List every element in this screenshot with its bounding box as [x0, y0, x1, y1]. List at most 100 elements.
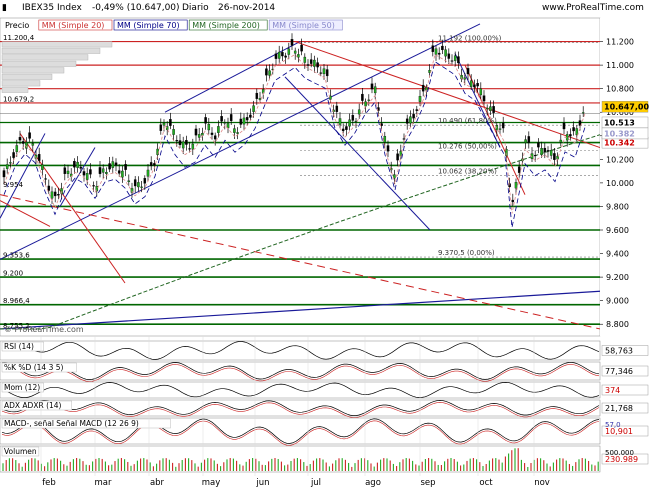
candle-body [130, 188, 134, 193]
candle-body [249, 114, 252, 118]
candle-body [44, 178, 47, 180]
candle-body [335, 105, 339, 112]
candle-body [5, 164, 9, 169]
month-label: may [202, 478, 221, 488]
level-label: 11.200,4 [3, 34, 35, 42]
candle-body [460, 75, 463, 80]
candle-body [9, 162, 12, 164]
candle-body [194, 128, 198, 136]
brand-label: www.ProRealTime.com [542, 3, 644, 13]
trendline [454, 53, 501, 148]
indicator-title-box [1, 446, 40, 457]
candle-body [213, 135, 217, 140]
candle-body [517, 166, 521, 173]
price-tag [601, 127, 649, 140]
candle-body [210, 132, 214, 135]
indicator-signal-line [1, 364, 600, 382]
ibex35-chart[interactable]: Precio MM (Simple 20) MM (Simple 70) MM (Si… [0, 17, 650, 490]
level-label: 9.954 [3, 181, 24, 189]
candle-body [501, 122, 505, 129]
candle-body [357, 109, 361, 115]
candle-body [313, 59, 316, 67]
ma200-line [0, 134, 601, 330]
label-box [1, 54, 89, 61]
indicator-value: 230.989 [605, 455, 638, 464]
candle-body [287, 48, 291, 55]
indicator-line [1, 418, 600, 444]
candle-body [220, 116, 223, 122]
candle-body [255, 92, 259, 99]
indicator-value-tag [601, 425, 649, 437]
indicator-signal-line [1, 420, 600, 446]
fib-label: 11.192 (100,00%) [438, 35, 502, 43]
candle-body [89, 169, 92, 175]
level-label: 9.353,6 [3, 252, 30, 260]
candle-body [245, 117, 249, 121]
candle-body [66, 170, 70, 174]
candle-body [546, 150, 550, 152]
candle-body [223, 122, 227, 124]
candle-body [2, 170, 6, 178]
candle-body [149, 162, 153, 166]
candle-body [217, 126, 220, 133]
candle-body [111, 161, 115, 168]
level-label: 8.966,4 [3, 297, 30, 305]
candle-body [153, 163, 156, 166]
candle-body [143, 178, 147, 184]
label-box [1, 41, 113, 48]
candle-body [431, 45, 435, 52]
indicator-title-box [1, 418, 171, 429]
indicator-title: %K %D (14 3 5) [4, 363, 63, 372]
candle-body [31, 143, 35, 146]
candle-body [85, 173, 89, 180]
y-tick-label: 10.200 [606, 155, 634, 164]
candle-body [15, 145, 19, 152]
indicator-title-box [1, 382, 44, 393]
ma70-line [3, 61, 586, 228]
indicator-value: 374 [605, 386, 620, 395]
indicator-value: 58,763 [605, 347, 633, 356]
candle-body [108, 163, 111, 170]
indicator-value: 10,901 [605, 427, 633, 436]
ma20-line [3, 53, 586, 214]
y-axis-bg [600, 18, 650, 336]
indicator-title-box [1, 400, 73, 411]
legend-box [38, 19, 113, 31]
candle-body [105, 172, 108, 174]
candle-body [41, 164, 44, 170]
level-label: 9.200 [3, 270, 23, 278]
candle-body [181, 141, 185, 149]
candle-body [402, 138, 406, 140]
candle-body [511, 199, 515, 203]
candle-body [361, 93, 364, 101]
candle-body [165, 126, 169, 130]
y-tick-label: 11.200 [606, 38, 634, 47]
y-tick-label: 9.000 [606, 297, 629, 306]
indicator-value-tag [601, 402, 649, 414]
trendline [0, 290, 601, 330]
indicator-panel [0, 445, 601, 473]
month-label: nov [534, 478, 550, 488]
candle-body [98, 167, 102, 174]
candle-body [188, 148, 191, 150]
candle-body [466, 68, 470, 75]
candle-body [559, 139, 563, 143]
candle-body [434, 48, 438, 55]
label-box [1, 80, 41, 87]
legend-box [268, 19, 343, 31]
candle-body [383, 136, 387, 143]
month-label: sep [420, 478, 435, 488]
candle-body [297, 54, 300, 58]
candle-body [386, 145, 390, 152]
candle-body [169, 119, 172, 126]
candle-body [524, 139, 527, 143]
month-label: feb [42, 478, 56, 488]
candle-body [290, 39, 294, 46]
candle-body [405, 118, 409, 124]
indicator-title-box [1, 362, 77, 373]
indicator-title: RSI (14) [4, 342, 34, 351]
candle-body [565, 134, 569, 141]
candle-body [101, 168, 105, 173]
indicator-value: 21,768 [605, 404, 633, 413]
candle-body [63, 167, 67, 174]
